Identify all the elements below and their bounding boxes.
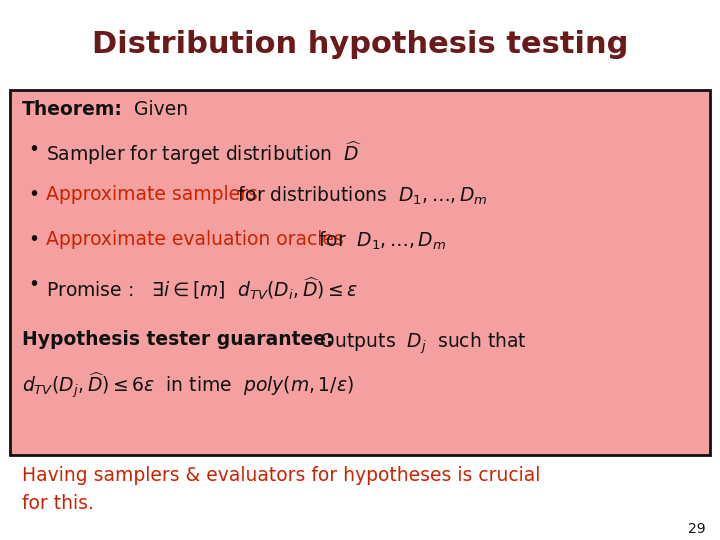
Text: •: • [28, 275, 39, 294]
Text: Theorem:: Theorem: [22, 100, 123, 119]
Text: Having samplers & evaluators for hypotheses is crucial
for this.: Having samplers & evaluators for hypothe… [22, 466, 541, 513]
Text: •: • [28, 185, 39, 204]
Text: for distributions  $D_1, \ldots, D_m$: for distributions $D_1, \ldots, D_m$ [232, 185, 488, 207]
Text: Sampler for target distribution  $\widehat{D}$: Sampler for target distribution $\wideha… [46, 140, 362, 167]
Text: Approximate samplers: Approximate samplers [46, 185, 258, 204]
Text: Hypothesis tester guarantee:: Hypothesis tester guarantee: [22, 330, 333, 349]
Text: Distribution hypothesis testing: Distribution hypothesis testing [92, 30, 628, 59]
FancyBboxPatch shape [10, 90, 710, 455]
Text: •: • [28, 140, 39, 159]
Text: Outputs  $D_j$  such that: Outputs $D_j$ such that [308, 330, 527, 355]
Text: •: • [28, 230, 39, 249]
Text: Approximate evaluation oracles: Approximate evaluation oracles [46, 230, 343, 249]
Text: Promise :   $\exists i \in [m] \ \ d_{TV}(D_i, \widehat{D}) \leq \epsilon$: Promise : $\exists i \in [m] \ \ d_{TV}(… [46, 275, 359, 302]
Text: for  $D_1, \ldots, D_m$: for $D_1, \ldots, D_m$ [313, 230, 446, 252]
Text: $d_{TV}(D_j, \widehat{D}) \leq 6\epsilon$  in time  $poly(m, 1/\epsilon)$: $d_{TV}(D_j, \widehat{D}) \leq 6\epsilon… [22, 370, 354, 400]
Text: Given: Given [122, 100, 188, 119]
Text: 29: 29 [688, 522, 706, 536]
